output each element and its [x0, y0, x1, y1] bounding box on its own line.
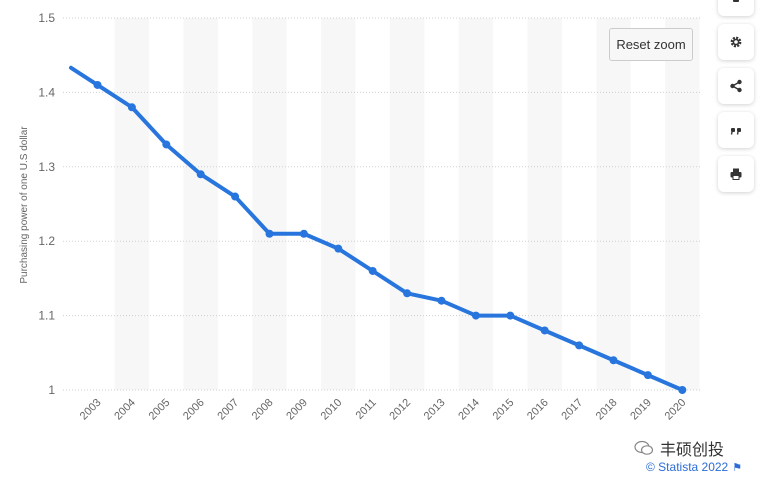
x-tick-label: 2012	[387, 397, 413, 423]
x-tick-label: 2013	[422, 397, 448, 423]
quote-icon	[730, 128, 741, 135]
data-point	[437, 296, 446, 305]
category-band	[458, 18, 494, 390]
data-point	[162, 140, 171, 149]
x-tick-label: 2015	[491, 397, 517, 423]
data-point	[403, 289, 412, 298]
flag-icon: ⚑	[732, 462, 743, 474]
y-tick-label: 1.3	[38, 160, 55, 174]
data-point	[575, 341, 584, 350]
y-tick-label: 1.5	[38, 11, 55, 25]
data-point	[368, 266, 377, 275]
download-button[interactable]	[718, 0, 754, 16]
category-band	[321, 18, 356, 390]
data-point	[609, 356, 618, 365]
category-band	[183, 18, 218, 390]
y-tick-label: 1.4	[38, 85, 55, 99]
reset-zoom-button[interactable]: Reset zoom	[609, 28, 693, 61]
data-point	[334, 244, 343, 253]
x-tick-label: 2017	[559, 397, 585, 423]
settings-button[interactable]	[718, 24, 754, 60]
x-tick-labels: 2003 2004 2005 2006 2007 2008 2009 2010 2011 2012…	[78, 397, 689, 423]
data-point	[231, 192, 240, 201]
x-tick-label: 2020	[663, 397, 689, 423]
share-button[interactable]	[718, 68, 754, 104]
x-tick-label: 2014	[456, 397, 482, 423]
category-band	[596, 18, 631, 390]
x-tick-label: 2019	[628, 397, 654, 423]
x-tick-label: 2006	[181, 397, 207, 423]
print-button[interactable]	[718, 156, 754, 192]
watermark-text: 丰硕创投	[660, 442, 725, 459]
data-point	[471, 311, 480, 320]
data-point	[678, 386, 687, 394]
series-layer	[69, 65, 687, 394]
category-band	[252, 18, 287, 390]
data-point	[93, 80, 102, 89]
data-point	[540, 326, 549, 335]
x-tick-label: 2004	[112, 397, 138, 423]
series-line	[69, 65, 685, 392]
print-icon	[730, 168, 742, 180]
x-tick-label: 2010	[319, 397, 345, 423]
x-tick-label: 2009	[284, 397, 310, 423]
x-tick-label: 2008	[250, 397, 276, 423]
statista-credit[interactable]: © Statista 2022 ⚑	[646, 460, 742, 474]
x-tick-label: 2016	[525, 397, 551, 423]
watermark: 丰硕创投	[634, 436, 724, 460]
data-point	[127, 103, 136, 112]
y-axis-label: Purchasing power of one U.S dollar	[19, 126, 30, 284]
gear-icon	[730, 36, 742, 48]
cite-button[interactable]	[718, 112, 754, 148]
data-point	[643, 371, 652, 380]
x-tick-label: 2011	[354, 397, 379, 422]
share-icon	[730, 79, 742, 93]
x-tick-label: 2003	[78, 397, 104, 423]
category-bands	[114, 18, 700, 390]
data-point	[196, 170, 205, 179]
category-band	[114, 18, 150, 390]
y-tick-label: 1	[48, 383, 55, 397]
download-icon	[733, 0, 739, 2]
category-band	[665, 18, 700, 390]
y-tick-label: 1.1	[38, 309, 55, 323]
data-point	[506, 311, 515, 320]
x-tick-label: 2007	[215, 397, 241, 423]
category-band	[389, 18, 425, 390]
x-tick-label: 2018	[594, 397, 620, 423]
wechat-icon	[634, 440, 654, 455]
y-tick-labels: 1 1.1 1.2 1.3 1.4 1.5	[38, 11, 55, 397]
data-point	[265, 229, 274, 238]
x-tick-label: 2005	[147, 397, 173, 423]
credit-text[interactable]: © Statista 2022	[646, 460, 729, 474]
data-point	[299, 229, 308, 238]
y-tick-label: 1.2	[38, 234, 55, 248]
